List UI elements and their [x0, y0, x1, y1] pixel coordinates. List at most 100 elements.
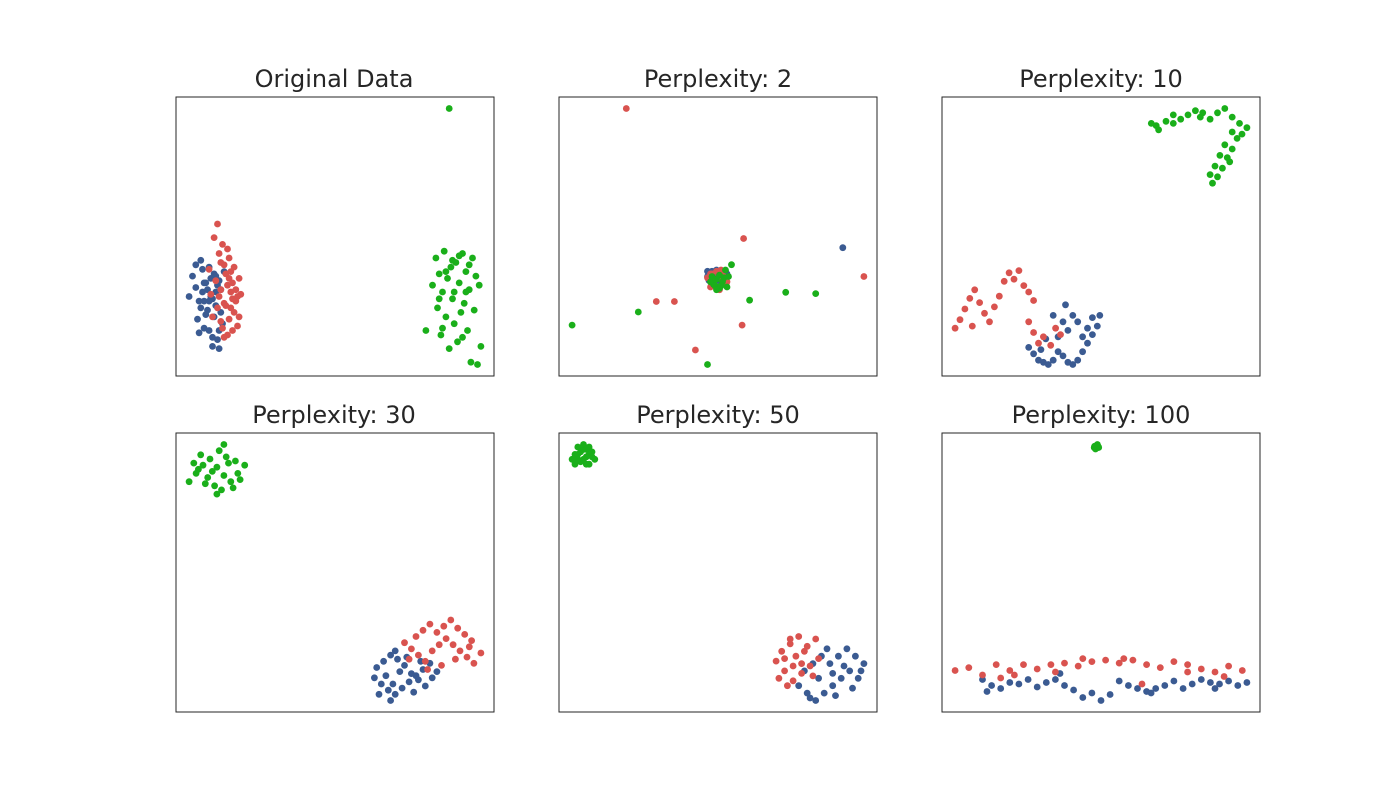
- point-original-green-4: [435, 270, 443, 278]
- point-perplexity-10-red-14: [1020, 282, 1028, 289]
- point-perplexity-10-green-3: [1169, 111, 1177, 119]
- point-original-green-9: [444, 275, 451, 282]
- point-perplexity-10-blue-9: [1069, 361, 1077, 368]
- point-perplexity-100-blue-33: [1211, 685, 1219, 692]
- point-perplexity-30-red-0: [401, 639, 408, 647]
- point-perplexity-2-green-19: [725, 273, 732, 280]
- panel-title-perplexity-50: Perplexity: 50: [636, 401, 800, 429]
- point-perplexity-50-red-14: [801, 647, 808, 655]
- point-original-red-20: [214, 220, 221, 228]
- point-perplexity-30-red-19: [461, 631, 469, 638]
- point-perplexity-30-blue-22: [410, 688, 418, 696]
- point-perplexity-2-blue-20: [839, 244, 847, 252]
- point-perplexity-30-green-13: [218, 486, 225, 494]
- point-perplexity-10-red-22: [1057, 331, 1064, 338]
- point-original-green-33: [439, 324, 446, 332]
- point-perplexity-30-red-10: [470, 659, 478, 667]
- point-perplexity-2-green-13: [746, 296, 753, 304]
- point-perplexity-30-red-24: [452, 655, 459, 663]
- point-original-red-36: [225, 275, 233, 282]
- point-original-red-1: [207, 290, 215, 298]
- point-perplexity-30-green-17: [222, 453, 230, 461]
- point-original-red-12: [225, 315, 233, 323]
- point-perplexity-30-red-17: [447, 616, 455, 624]
- point-perplexity-10-blue-5: [1049, 356, 1057, 364]
- point-perplexity-100-red-12: [1115, 659, 1123, 667]
- panel-perplexity-2: [558, 96, 878, 377]
- point-original-blue-5: [197, 256, 205, 264]
- point-perplexity-30-red-18: [454, 624, 462, 632]
- point-perplexity-50-red-4: [806, 662, 814, 670]
- point-original-red-18: [235, 275, 243, 282]
- point-perplexity-10-red-5: [976, 299, 983, 306]
- point-original-green-37: [465, 261, 473, 269]
- point-original-green-11: [447, 263, 455, 271]
- point-perplexity-50-red-10: [812, 635, 820, 643]
- point-perplexity-50-red-16: [789, 662, 797, 670]
- axes-frame-perplexity-50: [558, 432, 878, 713]
- point-perplexity-30-green-19: [201, 480, 209, 488]
- point-perplexity-100-red-15: [1156, 664, 1164, 671]
- point-perplexity-2-green-12: [728, 261, 735, 269]
- point-perplexity-100-red-20: [1225, 662, 1232, 670]
- point-original-green-21: [464, 327, 471, 334]
- point-perplexity-100-red-28: [1052, 668, 1059, 676]
- point-perplexity-100-blue-16: [1125, 682, 1132, 689]
- point-perplexity-50-blue-2: [812, 697, 820, 704]
- point-perplexity-10-blue-14: [1093, 322, 1101, 330]
- point-perplexity-2-green-20: [713, 286, 720, 294]
- point-original-blue-34: [197, 304, 205, 312]
- point-original-red-6: [215, 250, 223, 257]
- point-perplexity-50-blue-17: [832, 692, 839, 699]
- point-perplexity-100-red-24: [1138, 680, 1146, 688]
- point-original-green-6: [439, 288, 446, 296]
- point-perplexity-100-red-17: [1184, 661, 1191, 668]
- point-perplexity-30-red-1: [408, 645, 415, 653]
- point-perplexity-100-red-16: [1170, 658, 1178, 665]
- point-perplexity-30-green-5: [220, 472, 228, 479]
- point-perplexity-10-red-21: [1052, 324, 1059, 332]
- point-perplexity-100-blue-26: [1216, 680, 1223, 688]
- point-perplexity-10-red-24: [968, 322, 976, 330]
- point-perplexity-10-green-22: [1216, 152, 1224, 159]
- point-perplexity-10-blue-4: [1044, 361, 1052, 368]
- point-perplexity-30-red-15: [433, 629, 441, 636]
- point-original-green-19: [460, 299, 468, 307]
- point-perplexity-30-red-23: [438, 662, 445, 669]
- point-perplexity-100-red-11: [1102, 656, 1109, 664]
- point-perplexity-2-red-16: [738, 321, 746, 329]
- point-perplexity-50-red-7: [786, 640, 794, 648]
- point-original-red-33: [227, 304, 235, 312]
- point-perplexity-100-red-14: [1143, 661, 1150, 668]
- point-perplexity-30-red-6: [442, 635, 450, 642]
- point-perplexity-100-blue-12: [1088, 689, 1096, 697]
- point-perplexity-10-red-19: [1035, 339, 1042, 347]
- point-perplexity-10-red-4: [971, 286, 979, 294]
- point-perplexity-100-red-4: [1006, 667, 1014, 674]
- point-perplexity-2-red-0: [622, 105, 630, 112]
- point-perplexity-10-blue-15: [1089, 314, 1096, 321]
- point-perplexity-10-green-11: [1228, 113, 1236, 121]
- point-perplexity-30-red-7: [449, 641, 457, 649]
- axes-frame-perplexity-30: [175, 432, 495, 713]
- point-original-green-13: [450, 320, 458, 328]
- point-perplexity-10-blue-0: [1025, 344, 1033, 351]
- point-original-green-36: [459, 333, 466, 341]
- point-original-blue-39: [209, 343, 216, 350]
- point-perplexity-30-blue-11: [380, 657, 387, 665]
- point-perplexity-100-blue-30: [983, 688, 991, 695]
- point-original-blue-23: [200, 297, 208, 305]
- point-perplexity-50-green-18: [574, 455, 582, 463]
- point-perplexity-50-blue-0: [795, 682, 803, 690]
- axes-frame-perplexity-100: [941, 432, 1261, 713]
- point-perplexity-30-blue-18: [382, 672, 390, 680]
- point-perplexity-100-blue-2: [997, 685, 1005, 692]
- point-perplexity-10-green-6: [1192, 107, 1199, 115]
- point-original-green-20: [462, 268, 470, 275]
- point-perplexity-30-green-14: [225, 459, 232, 467]
- point-perplexity-30-red-8: [456, 647, 464, 655]
- point-perplexity-100-blue-20: [1161, 682, 1169, 689]
- point-original-red-17: [234, 322, 241, 330]
- point-perplexity-30-blue-13: [394, 655, 401, 663]
- point-perplexity-30-red-14: [426, 620, 434, 628]
